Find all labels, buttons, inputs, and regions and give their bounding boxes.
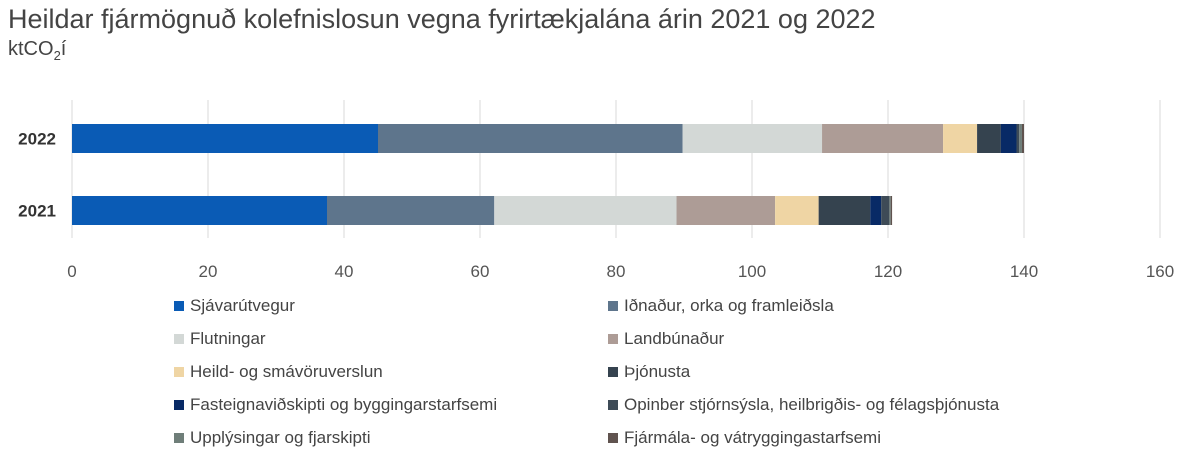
- bar-segment: [889, 196, 891, 225]
- x-tick-label: 160: [1146, 262, 1174, 281]
- unit-main: ktCO: [8, 38, 54, 60]
- legend-swatch: [174, 433, 184, 443]
- legend-label: Flutningar: [190, 329, 266, 348]
- legend-label: Opinber stjórnsýsla, heilbrigðis- og fél…: [624, 395, 1000, 414]
- bar-segment: [822, 124, 944, 153]
- legend-item: Opinber stjórnsýsla, heilbrigðis- og fél…: [608, 395, 999, 415]
- x-tick-label: 120: [874, 262, 902, 281]
- legend-swatch: [174, 400, 184, 410]
- unit-tail: í: [60, 38, 67, 60]
- bar-segment: [72, 124, 378, 153]
- bar-segment: [676, 196, 776, 225]
- category-label: 2022: [18, 130, 56, 149]
- bar-segment: [1019, 124, 1022, 153]
- bar-segment: [1021, 124, 1024, 153]
- legend-item: Landbúnaður: [608, 329, 724, 349]
- legend-swatch: [608, 367, 618, 377]
- legend-swatch: [608, 433, 618, 443]
- bar-segment: [327, 196, 495, 225]
- x-tick-label: 80: [607, 262, 626, 281]
- bar-segment: [378, 124, 683, 153]
- legend-swatch: [174, 367, 184, 377]
- legend-label: Sjávarútvegur: [190, 296, 295, 315]
- legend-swatch: [174, 334, 184, 344]
- x-tick-label: 20: [199, 262, 218, 281]
- legend-label: Fasteignaviðskipti og byggingarstarfsemi: [190, 395, 498, 414]
- bar-segment: [775, 196, 819, 225]
- bar-segment: [1016, 124, 1020, 153]
- legend-item: Fasteignaviðskipti og byggingarstarfsemi: [174, 395, 497, 415]
- category-label: 2021: [18, 202, 56, 221]
- bar-segment: [870, 196, 882, 225]
- legend-label: Þjónusta: [624, 362, 691, 381]
- bar-segment: [890, 196, 893, 225]
- legend-label: Iðnaður, orka og framleiðsla: [624, 296, 834, 315]
- bar-segment: [494, 196, 677, 225]
- bar-segment: [72, 196, 327, 225]
- chart-title: Heildar fjármögnuð kolefnislosun vegna f…: [8, 4, 876, 34]
- x-tick-labels: 0 20 40 60 80 100 120 140 160: [67, 262, 1174, 281]
- legend-item: Sjávarútvegur: [174, 296, 295, 316]
- unit-subscript: 2: [53, 48, 61, 63]
- legend-swatch: [174, 301, 184, 311]
- legend-item: Fjármála- og vátryggingastarfsemi: [608, 428, 881, 448]
- bar-segment: [1000, 124, 1017, 153]
- chart-unit: ktCO2í: [8, 38, 66, 63]
- x-tick-label: 0: [67, 262, 76, 281]
- bar-segment: [682, 124, 823, 153]
- bar-chart: 2022 2021 0 20 40 60 80 100 120 140 160: [18, 100, 1174, 281]
- legend-swatch: [608, 334, 618, 344]
- x-tick-label: 140: [1010, 262, 1038, 281]
- legend-label: Heild- og smávöruverslun: [190, 362, 383, 381]
- category-labels: 2022 2021: [18, 130, 56, 221]
- legend-item: Heild- og smávöruverslun: [174, 362, 383, 382]
- x-tick-label: 100: [738, 262, 766, 281]
- legend-item: Upplýsingar og fjarskipti: [174, 428, 370, 448]
- bar-segment: [943, 124, 978, 153]
- x-tick-label: 60: [471, 262, 490, 281]
- legend-swatch: [608, 301, 618, 311]
- bar-segment: [818, 196, 871, 225]
- legend-item: Flutningar: [174, 329, 266, 349]
- x-tick-label: 40: [335, 262, 354, 281]
- legend-item: Þjónusta: [608, 362, 690, 382]
- bar-segment: [977, 124, 1001, 153]
- legend-label: Upplýsingar og fjarskipti: [190, 428, 371, 447]
- legend-label: Fjármála- og vátryggingastarfsemi: [624, 428, 881, 447]
- legend-item: Iðnaður, orka og framleiðsla: [608, 296, 834, 316]
- legend-swatch: [608, 400, 618, 410]
- bar-segment: [881, 196, 890, 225]
- bars: [72, 124, 1024, 225]
- legend-label: Landbúnaður: [624, 329, 725, 348]
